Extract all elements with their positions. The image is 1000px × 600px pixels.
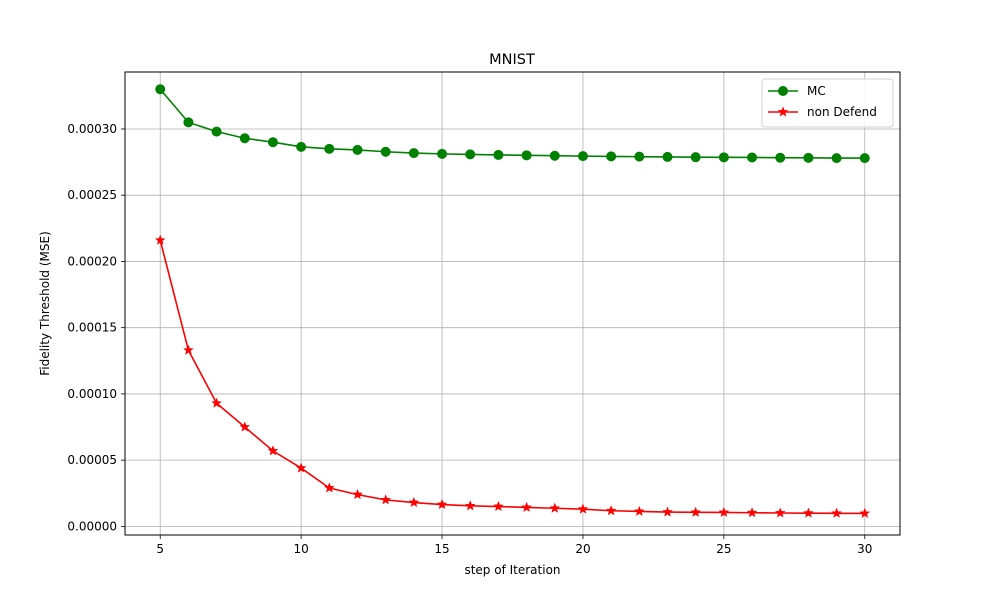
y-tick-label: 0.00010 xyxy=(67,387,117,401)
data-point-non-defend xyxy=(408,496,420,508)
x-tick-label: 25 xyxy=(716,542,731,556)
series-non-defend xyxy=(154,234,871,519)
data-point-non-defend xyxy=(492,500,504,512)
data-point-mc xyxy=(859,153,870,164)
legend-marker-mc xyxy=(778,86,788,96)
data-point-mc xyxy=(577,151,588,162)
data-point-non-defend xyxy=(295,462,307,473)
data-point-mc xyxy=(465,149,476,160)
x-tick-label: 5 xyxy=(156,542,164,556)
data-point-non-defend xyxy=(436,498,448,510)
data-point-non-defend xyxy=(549,502,561,513)
data-point-non-defend xyxy=(577,503,589,514)
y-tick-label: 0.00030 xyxy=(67,122,117,136)
data-point-non-defend xyxy=(859,507,871,519)
series-line-non-defend xyxy=(159,240,865,515)
data-point-mc xyxy=(803,152,814,163)
data-point-non-defend xyxy=(774,507,786,518)
data-point-non-defend xyxy=(380,494,392,505)
legend-label-non-defend: non Defend xyxy=(807,105,877,119)
y-axis-label: Fidelity Threshold (MSE) xyxy=(38,231,52,376)
legend: MC non Defend xyxy=(761,78,894,128)
x-tick-label: 30 xyxy=(857,542,872,556)
data-point-non-defend xyxy=(521,501,533,513)
data-point-mc xyxy=(183,117,194,128)
x-tick-label: 15 xyxy=(434,542,449,556)
legend-marker-non-defend xyxy=(777,106,789,117)
y-axis: 0.00000 0.00005 0.00010 0.00015 0.00020 0.000… xyxy=(67,122,125,533)
data-point-non-defend xyxy=(352,488,363,500)
data-point-non-defend xyxy=(464,500,476,511)
data-point-non-defend xyxy=(267,445,279,456)
y-tick-label: 0.00025 xyxy=(67,188,117,202)
grid xyxy=(125,72,900,535)
data-point-mc xyxy=(549,150,560,161)
data-point-mc xyxy=(324,143,335,154)
x-tick-label: 20 xyxy=(575,542,590,556)
x-axis-label: step of Iteration xyxy=(464,563,560,577)
data-point-non-defend xyxy=(211,397,223,408)
data-point-mc xyxy=(775,152,786,163)
data-point-non-defend xyxy=(718,506,730,518)
data-point-non-defend xyxy=(633,505,645,517)
series-layer xyxy=(154,84,871,519)
data-point-mc xyxy=(634,151,645,162)
data-point-mc xyxy=(155,84,166,95)
y-tick-label: 0.00000 xyxy=(67,519,117,533)
data-point-non-defend xyxy=(605,505,617,516)
data-point-mc xyxy=(408,148,419,159)
data-point-mc xyxy=(437,148,448,159)
data-point-non-defend xyxy=(831,507,843,518)
data-point-mc xyxy=(521,150,532,161)
data-point-non-defend xyxy=(182,344,194,355)
data-point-non-defend xyxy=(662,506,673,517)
data-point-mc xyxy=(662,151,673,162)
y-tick-label: 0.00005 xyxy=(67,453,117,467)
data-point-non-defend xyxy=(154,234,166,245)
chart-title: MNIST xyxy=(489,52,535,68)
x-tick-label: 10 xyxy=(293,542,308,556)
plot-area-frame xyxy=(124,71,901,536)
data-point-non-defend xyxy=(690,506,702,517)
y-tick-label: 0.00020 xyxy=(67,254,117,268)
y-tick-label: 0.00015 xyxy=(67,321,117,335)
data-point-mc xyxy=(296,141,307,152)
data-point-mc xyxy=(352,144,363,155)
data-point-mc xyxy=(831,153,842,164)
data-point-mc xyxy=(718,152,729,163)
data-point-non-defend xyxy=(802,507,814,518)
data-point-non-defend xyxy=(323,482,335,493)
data-point-mc xyxy=(690,152,701,163)
data-point-non-defend xyxy=(746,507,758,518)
series-line-mc xyxy=(159,88,865,159)
legend-label-mc: MC xyxy=(807,84,826,98)
data-point-mc xyxy=(380,146,391,157)
series-mc xyxy=(155,84,870,164)
data-point-mc xyxy=(493,149,504,160)
data-point-mc xyxy=(239,133,250,144)
data-point-non-defend xyxy=(239,421,251,432)
data-point-mc xyxy=(211,126,222,137)
data-point-mc xyxy=(606,151,617,162)
data-point-mc xyxy=(267,137,278,148)
x-axis: 5 10 15 20 25 30 xyxy=(156,535,872,556)
data-point-mc xyxy=(747,152,758,163)
